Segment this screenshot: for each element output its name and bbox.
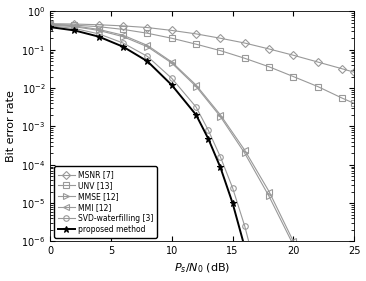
MSNR [7]: [267, 47, 271, 51]
MMSE [12]: [291, 243, 296, 247]
Y-axis label: Bit error rate: Bit error rate: [5, 90, 16, 162]
UNV [13]: [97, 25, 101, 28]
MMI [12]: [218, 113, 223, 117]
SVD-waterfilling [3]: [206, 128, 210, 132]
proposed method: [145, 60, 150, 63]
MMSE [12]: [121, 35, 125, 38]
MSNR [7]: [169, 29, 174, 32]
SVD-waterfilling [3]: [230, 186, 235, 189]
MMSE [12]: [194, 85, 198, 88]
MSNR [7]: [121, 24, 125, 28]
proposed method: [230, 201, 235, 205]
UNV [13]: [267, 65, 271, 69]
UNV [13]: [194, 42, 198, 46]
MSNR [7]: [48, 22, 52, 25]
Line: MSNR [7]: MSNR [7]: [47, 21, 357, 75]
MMI [12]: [267, 190, 271, 193]
MMSE [12]: [243, 151, 247, 155]
MSNR [7]: [218, 37, 223, 40]
proposed method: [194, 113, 198, 117]
MMSE [12]: [169, 61, 174, 65]
UNV [13]: [48, 23, 52, 26]
SVD-waterfilling [3]: [145, 55, 150, 58]
MSNR [7]: [72, 22, 77, 26]
proposed method: [48, 26, 52, 29]
SVD-waterfilling [3]: [169, 77, 174, 80]
SVD-waterfilling [3]: [121, 41, 125, 45]
proposed method: [243, 246, 247, 249]
SVD-waterfilling [3]: [48, 24, 52, 28]
MSNR [7]: [145, 26, 150, 29]
MMSE [12]: [267, 195, 271, 198]
Line: MMI [12]: MMI [12]: [47, 22, 321, 281]
SVD-waterfilling [3]: [194, 105, 198, 109]
MMI [12]: [48, 23, 52, 26]
MMSE [12]: [218, 115, 223, 118]
MSNR [7]: [315, 60, 320, 64]
proposed method: [169, 83, 174, 87]
Line: SVD-waterfilling [3]: SVD-waterfilling [3]: [47, 23, 272, 281]
MMI [12]: [243, 149, 247, 152]
MSNR [7]: [352, 71, 356, 74]
UNV [13]: [218, 49, 223, 52]
UNV [13]: [352, 102, 356, 105]
proposed method: [121, 45, 125, 48]
UNV [13]: [291, 75, 296, 78]
Legend: MSNR [7], UNV [13], MMSE [12], MMI [12], SVD-waterfilling [3], proposed method: MSNR [7], UNV [13], MMSE [12], MMI [12],…: [54, 166, 157, 238]
proposed method: [72, 29, 77, 32]
MMI [12]: [145, 44, 150, 47]
MSNR [7]: [97, 23, 101, 26]
MMI [12]: [72, 24, 77, 28]
MMI [12]: [291, 240, 296, 243]
proposed method: [218, 166, 223, 169]
SVD-waterfilling [3]: [97, 32, 101, 36]
proposed method: [97, 35, 101, 38]
MMSE [12]: [145, 45, 150, 48]
MMI [12]: [97, 28, 101, 31]
UNV [13]: [315, 85, 320, 88]
UNV [13]: [169, 37, 174, 40]
Line: proposed method: proposed method: [47, 24, 260, 281]
UNV [13]: [121, 28, 125, 31]
UNV [13]: [145, 31, 150, 35]
MSNR [7]: [340, 67, 344, 71]
SVD-waterfilling [3]: [255, 271, 259, 275]
MMI [12]: [169, 60, 174, 64]
MSNR [7]: [194, 32, 198, 36]
Line: UNV [13]: UNV [13]: [47, 22, 357, 106]
SVD-waterfilling [3]: [243, 225, 247, 228]
UNV [13]: [340, 96, 344, 100]
MMI [12]: [121, 33, 125, 37]
SVD-waterfilling [3]: [72, 27, 77, 30]
MMSE [12]: [72, 25, 77, 28]
proposed method: [206, 137, 210, 140]
MMI [12]: [194, 83, 198, 87]
X-axis label: $P_s/N_0$ (dB): $P_s/N_0$ (dB): [174, 262, 230, 275]
MSNR [7]: [243, 41, 247, 45]
UNV [13]: [72, 23, 77, 27]
Line: MMSE [12]: MMSE [12]: [47, 22, 321, 281]
MSNR [7]: [291, 54, 296, 57]
MMSE [12]: [48, 23, 52, 27]
SVD-waterfilling [3]: [218, 155, 223, 159]
UNV [13]: [243, 56, 247, 60]
MMSE [12]: [97, 29, 101, 32]
